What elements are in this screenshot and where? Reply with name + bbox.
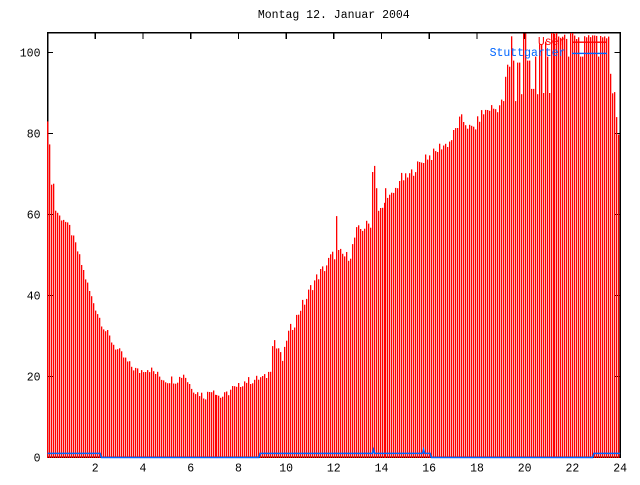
svg-text:14: 14: [375, 463, 389, 476]
svg-text:24: 24: [613, 463, 627, 476]
svg-text:20: 20: [518, 463, 532, 476]
svg-text:4: 4: [139, 463, 146, 476]
svg-text:0: 0: [34, 453, 41, 466]
svg-text:100: 100: [20, 48, 41, 61]
svg-text:22: 22: [565, 463, 579, 476]
svg-text:20: 20: [27, 372, 41, 385]
svg-text:Stuttgarter: Stuttgarter: [490, 47, 566, 60]
svg-text:Montag 12. Januar 2004: Montag 12. Januar 2004: [258, 9, 410, 22]
svg-text:18: 18: [470, 463, 484, 476]
svg-text:8: 8: [235, 463, 242, 476]
svg-text:60: 60: [27, 210, 41, 223]
svg-text:80: 80: [27, 129, 41, 142]
svg-text:10: 10: [279, 463, 293, 476]
svg-text:12: 12: [327, 463, 341, 476]
svg-text:16: 16: [422, 463, 436, 476]
svg-text:6: 6: [187, 463, 194, 476]
svg-text:40: 40: [27, 291, 41, 304]
svg-text:2: 2: [92, 463, 99, 476]
